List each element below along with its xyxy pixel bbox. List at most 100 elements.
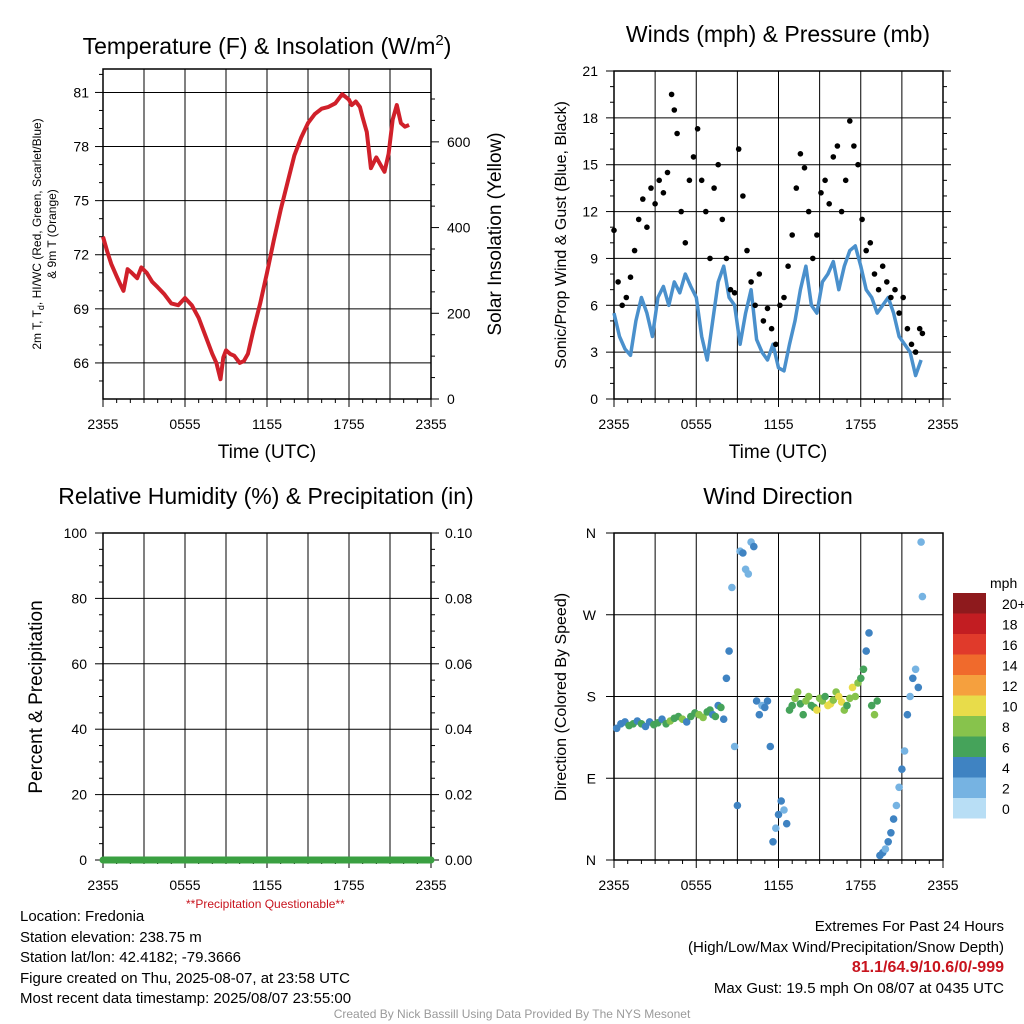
legend-swatch [953, 634, 986, 655]
y-tick-label: 9 [590, 250, 598, 266]
direction-point [837, 698, 846, 706]
legend-swatch [953, 798, 986, 819]
gust-point [892, 286, 898, 293]
gust-point [793, 185, 800, 191]
y-tick-label: 78 [73, 139, 89, 155]
gust-point [644, 224, 650, 230]
direction-point [889, 815, 898, 823]
y-tick-label: 20 [71, 787, 87, 803]
gust-point [671, 107, 678, 113]
direction-point [917, 538, 925, 546]
gust-point [797, 151, 804, 157]
direction-point [892, 801, 901, 810]
extremes-title: Extremes For Past 24 Hours [814, 918, 1004, 935]
gust-point [740, 193, 746, 199]
gust-point [805, 208, 812, 215]
gust-point [768, 325, 775, 332]
gust-point [686, 177, 693, 184]
y-axis-label: Sonic/Prop Wind & Gust (Blue, Black) [553, 101, 570, 369]
direction-point [728, 583, 736, 592]
gust-point [855, 161, 861, 168]
x-tick-label: 2355 [87, 877, 118, 893]
direction-point [782, 819, 791, 828]
gust-point [682, 240, 689, 246]
direction-point [848, 683, 857, 692]
gust-point [611, 227, 617, 234]
x-axis-label: Time (UTC) [218, 442, 317, 463]
y2-tick-label: 600 [447, 134, 471, 150]
recent-data-text: Most recent data timestamp: 2025/08/07 2… [20, 990, 352, 1007]
gust-point [810, 255, 816, 262]
x-tick-label: 1755 [333, 877, 364, 893]
precipitation-questionable-note: **Precipitation Questionable** [186, 897, 345, 911]
y-tick-label: 40 [71, 721, 87, 737]
gust-point [660, 190, 667, 196]
gust-point [859, 216, 865, 223]
gust-point [814, 232, 820, 238]
y-tick-label: 18 [582, 110, 598, 126]
x-tick-label: 0555 [169, 416, 200, 432]
gust-point [694, 126, 701, 132]
created-text: Figure created on Thu, 2025-08-07, at 23… [20, 969, 350, 987]
gust-point [711, 185, 717, 191]
direction-point [799, 710, 807, 719]
direction-point [699, 713, 707, 722]
legend-swatch [953, 593, 986, 614]
direction-point [887, 829, 895, 837]
y-axis-label-line2: & 9m T (Orange) [45, 189, 59, 279]
direction-point [813, 706, 821, 714]
direction-point [873, 697, 881, 705]
gust-point [900, 294, 906, 301]
direction-point [867, 701, 876, 710]
y-tick-label: 0 [79, 852, 87, 868]
gust-point [690, 154, 697, 160]
direction-point [717, 703, 725, 712]
y2-tick-label: 0.02 [445, 787, 472, 803]
legend-label: 2 [1002, 781, 1010, 797]
legend-label: 20+ [1002, 596, 1024, 612]
gust-point [668, 91, 675, 98]
x-tick-label: 1155 [252, 877, 282, 893]
legend-swatch [953, 695, 986, 716]
direction-point [911, 665, 920, 674]
extremes-info: Extremes For Past 24 Hours (High/Low/Max… [688, 917, 1004, 999]
gust-point [830, 154, 837, 160]
x-tick-label: 0555 [681, 416, 712, 432]
direction-point [780, 806, 788, 814]
x-tick-label: 1155 [252, 416, 282, 432]
direction-point [906, 692, 914, 701]
gust-point [756, 271, 763, 277]
gust-point [818, 190, 824, 196]
panel-title: Temperature (F) & Insolation (W/m2) [83, 32, 452, 59]
gust-point [777, 302, 783, 309]
legend-swatch [953, 777, 986, 798]
panel-title: Relative Humidity (%) & Precipitation (i… [58, 483, 473, 509]
y-tick-label: 81 [73, 84, 89, 100]
y-tick-label: 80 [71, 590, 87, 606]
x-tick-label: 2355 [415, 416, 446, 432]
direction-point [859, 665, 868, 674]
direction-point [750, 542, 758, 551]
direction-point [774, 810, 783, 819]
gust-point [884, 279, 890, 285]
y2-tick-label: 200 [447, 305, 471, 321]
legend-label: 6 [1002, 740, 1010, 756]
gust-point [822, 177, 828, 184]
legend-label: 0 [1002, 801, 1010, 817]
y-tick-label: 15 [582, 157, 598, 173]
gust-point [896, 310, 902, 316]
direction-point [733, 801, 742, 810]
max-gust-text: Max Gust: 19.5 mph On 08/07 at 0435 UTC [713, 979, 1004, 997]
elevation-text: Station elevation: 238.75 m [20, 928, 202, 946]
gust-point [919, 330, 926, 337]
speed-color-legend: mph 20+ 18 16 14 12 10 8 6 4 2 0 [953, 575, 1024, 819]
direction-point [821, 692, 829, 701]
direction-point [719, 715, 728, 723]
gust-point [678, 208, 684, 215]
legend-label: 18 [1002, 617, 1018, 633]
direction-point [881, 845, 890, 853]
x-tick-label: 2355 [87, 416, 118, 432]
gust-point [785, 263, 791, 270]
